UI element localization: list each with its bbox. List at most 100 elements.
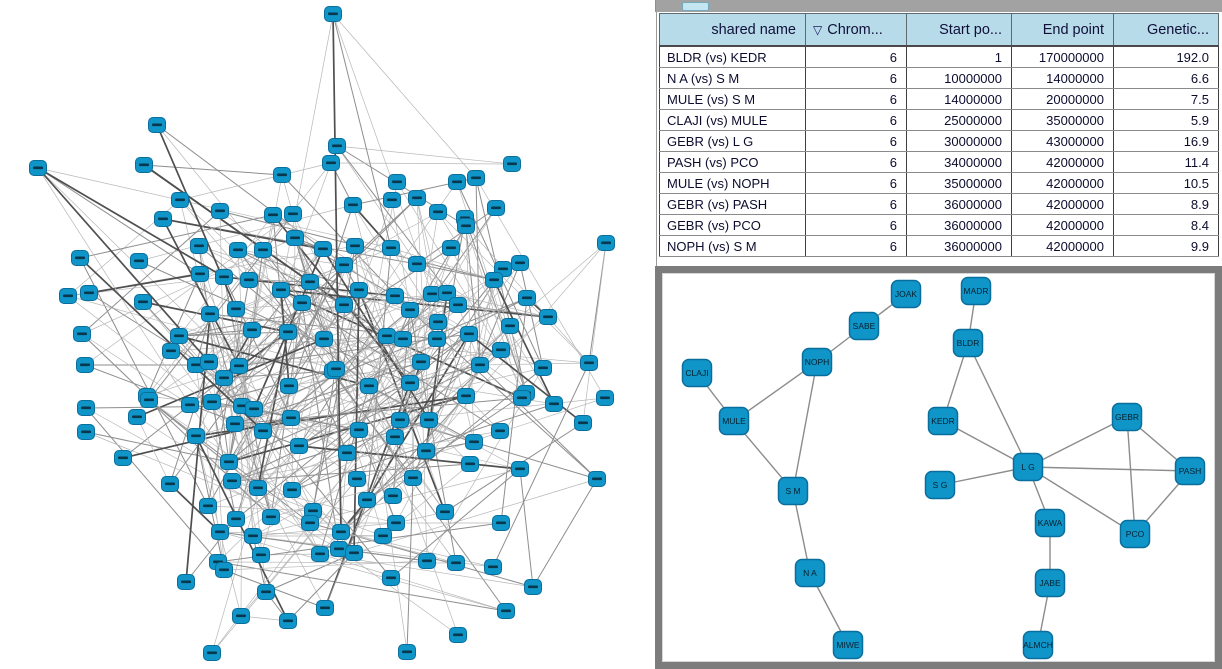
- network-node[interactable]: [335, 257, 353, 273]
- cell-value[interactable]: 1: [906, 45, 1012, 68]
- network-node[interactable]: [423, 286, 441, 302]
- cell-value[interactable]: 9.9: [1113, 235, 1219, 257]
- cell-value[interactable]: 6: [805, 151, 907, 173]
- network-node[interactable]: [229, 242, 247, 258]
- network-node[interactable]: [408, 190, 426, 206]
- table-row[interactable]: GEBR (vs) PASH 6 36000000 42000000 8.9: [659, 193, 1219, 215]
- cell-value[interactable]: 6: [805, 130, 907, 152]
- network-node-sabe[interactable]: SABE: [848, 311, 880, 341]
- cell-shared-name[interactable]: BLDR (vs) KEDR: [659, 45, 806, 68]
- network-node[interactable]: [191, 266, 209, 282]
- network-node-noph[interactable]: NOPH: [801, 347, 833, 377]
- cell-value[interactable]: 35000000: [906, 172, 1012, 194]
- network-node[interactable]: [460, 326, 478, 342]
- network-node[interactable]: [420, 412, 438, 428]
- cell-value[interactable]: 34000000: [906, 151, 1012, 173]
- network-node[interactable]: [332, 524, 350, 540]
- network-node[interactable]: [501, 318, 519, 334]
- network-node[interactable]: [360, 378, 378, 394]
- cell-value[interactable]: 11.4: [1113, 151, 1219, 173]
- network-node[interactable]: [279, 613, 297, 629]
- cell-value[interactable]: 16.9: [1113, 130, 1219, 152]
- network-node[interactable]: [280, 378, 298, 394]
- network-node[interactable]: [282, 410, 300, 426]
- network-node-n-a[interactable]: N A: [794, 558, 826, 588]
- network-node[interactable]: [293, 295, 311, 311]
- network-node[interactable]: [161, 476, 179, 492]
- network-node[interactable]: [284, 206, 302, 222]
- network-node[interactable]: [429, 204, 447, 220]
- table-row[interactable]: N A (vs) S M 6 10000000 14000000 6.6: [659, 67, 1219, 89]
- network-node[interactable]: [245, 401, 263, 417]
- network-node[interactable]: [76, 357, 94, 373]
- table-row[interactable]: BLDR (vs) KEDR 6 1 170000000 192.0: [659, 45, 1219, 68]
- network-node[interactable]: [345, 545, 363, 561]
- cell-value[interactable]: 8.9: [1113, 193, 1219, 215]
- network-node[interactable]: [412, 354, 430, 370]
- network-node[interactable]: [457, 218, 475, 234]
- network-node[interactable]: [244, 528, 262, 544]
- network-node[interactable]: [335, 297, 353, 313]
- network-node-joak[interactable]: JOAK: [890, 279, 922, 309]
- network-node[interactable]: [114, 450, 132, 466]
- network-node-almch[interactable]: ALMCH: [1022, 630, 1054, 660]
- cell-shared-name[interactable]: GEBR (vs) PASH: [659, 193, 806, 215]
- cell-value[interactable]: 25000000: [906, 109, 1012, 131]
- network-node[interactable]: [374, 528, 392, 544]
- network-node[interactable]: [492, 515, 510, 531]
- cell-value[interactable]: 8.4: [1113, 214, 1219, 236]
- network-node[interactable]: [201, 306, 219, 322]
- network-node[interactable]: [190, 238, 208, 254]
- network-node-madr[interactable]: MADR: [960, 276, 992, 306]
- cell-value[interactable]: 35000000: [1011, 109, 1114, 131]
- network-node[interactable]: [314, 241, 332, 257]
- cell-value[interactable]: 6: [805, 214, 907, 236]
- network-node[interactable]: [484, 559, 502, 575]
- cell-value[interactable]: 42000000: [1011, 193, 1114, 215]
- cell-value[interactable]: 43000000: [1011, 130, 1114, 152]
- column-header-end-point[interactable]: End point: [1011, 13, 1114, 47]
- network-node[interactable]: [227, 511, 245, 527]
- network-node[interactable]: [386, 429, 404, 445]
- cell-value[interactable]: 42000000: [1011, 151, 1114, 173]
- network-node[interactable]: [283, 482, 301, 498]
- network-node[interactable]: [511, 255, 529, 271]
- network-node[interactable]: [449, 297, 467, 313]
- network-node[interactable]: [59, 288, 77, 304]
- network-node[interactable]: [417, 443, 435, 459]
- network-node[interactable]: [322, 155, 340, 171]
- network-node[interactable]: [461, 456, 479, 472]
- network-node[interactable]: [316, 600, 334, 616]
- network-node[interactable]: [404, 470, 422, 486]
- cell-shared-name[interactable]: GEBR (vs) PCO: [659, 214, 806, 236]
- cell-value[interactable]: 36000000: [906, 214, 1012, 236]
- table-row[interactable]: NOPH (vs) S M 6 36000000 42000000 9.9: [659, 235, 1219, 257]
- network-node-pash[interactable]: PASH: [1174, 456, 1206, 486]
- filter-icon[interactable]: ▽: [813, 22, 823, 37]
- network-node[interactable]: [491, 423, 509, 439]
- network-node[interactable]: [262, 509, 280, 525]
- table-row[interactable]: PASH (vs) PCO 6 34000000 42000000 11.4: [659, 151, 1219, 173]
- network-node[interactable]: [467, 170, 485, 186]
- network-node[interactable]: [401, 302, 419, 318]
- network-node[interactable]: [226, 416, 244, 432]
- detail-network-panel[interactable]: JOAK MADR SABE BLDR NOPH CLAJI KEDR GEBR MULE L G…: [655, 266, 1222, 669]
- network-node[interactable]: [394, 331, 412, 347]
- cell-value[interactable]: 6: [805, 67, 907, 89]
- cell-shared-name[interactable]: NOPH (vs) S M: [659, 235, 806, 257]
- network-node[interactable]: [264, 207, 282, 223]
- network-node[interactable]: [171, 192, 189, 208]
- detail-network-canvas[interactable]: JOAK MADR SABE BLDR NOPH CLAJI KEDR GEBR MULE L G…: [662, 273, 1215, 662]
- network-node[interactable]: [485, 272, 503, 288]
- network-node[interactable]: [338, 445, 356, 461]
- network-node[interactable]: [154, 211, 172, 227]
- cell-value[interactable]: 192.0: [1113, 45, 1219, 68]
- network-node[interactable]: [199, 498, 217, 514]
- network-node-kawa[interactable]: KAWA: [1034, 508, 1066, 538]
- network-node[interactable]: [328, 138, 346, 154]
- cell-value[interactable]: 10000000: [906, 67, 1012, 89]
- network-node[interactable]: [597, 235, 615, 251]
- cell-value[interactable]: 5.9: [1113, 109, 1219, 131]
- network-node[interactable]: [346, 238, 364, 254]
- network-node-gebr[interactable]: GEBR: [1111, 402, 1143, 432]
